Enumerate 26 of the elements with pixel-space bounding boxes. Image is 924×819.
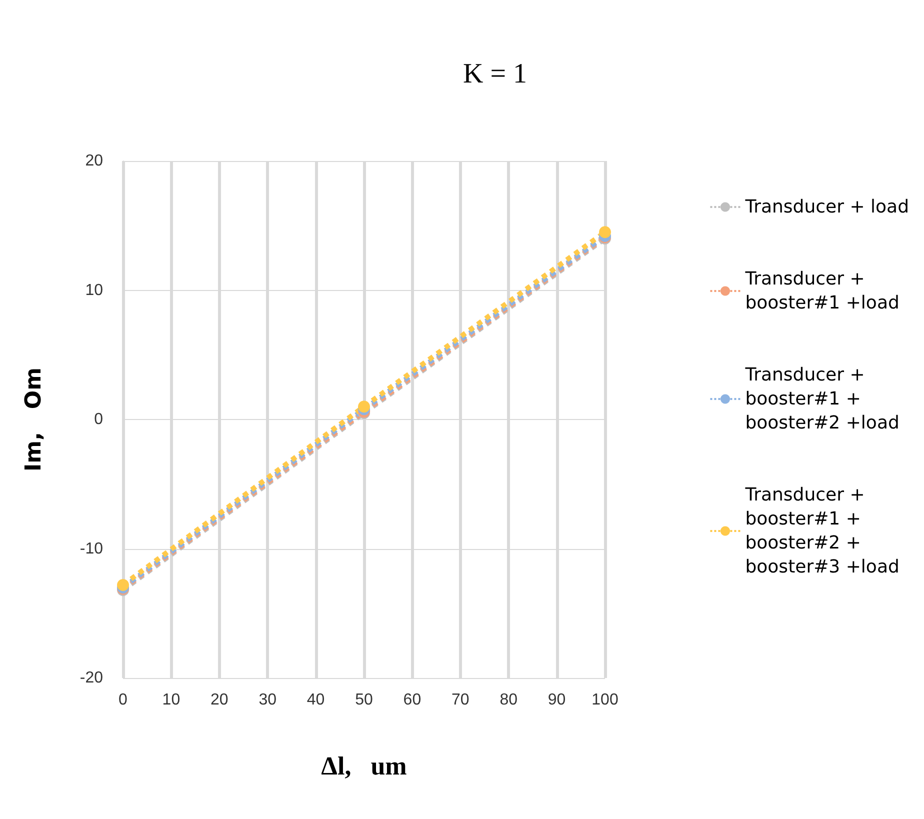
point	[117, 578, 129, 591]
y-tick-label: -10	[80, 540, 104, 558]
y-tick-label: -20	[80, 670, 104, 686]
x-axis-title: Δl, um	[321, 752, 408, 780]
point	[599, 226, 611, 238]
legend-label: Transducer + booster#1 + booster#2 + booster#3 +load	[744, 484, 900, 578]
y-tick-label: 20	[85, 152, 104, 170]
x-tick-label: 0	[118, 692, 128, 708]
chart-title: K = 1	[462, 58, 528, 90]
x-tick-label: 60	[403, 692, 422, 708]
x-tick-label: 40	[306, 692, 325, 708]
legend-label: Transducer + load	[744, 196, 910, 218]
y-tick-label: 10	[85, 282, 104, 299]
x-tick-label: 10	[162, 692, 180, 708]
x-tick-label: 20	[210, 692, 228, 708]
legend-label: Transducer + booster#1 +load	[744, 268, 900, 314]
x-tick-label: 100	[592, 692, 618, 708]
y-axis-title: Im, Om	[22, 367, 46, 472]
y-tick-label: 0	[94, 411, 104, 428]
x-tick-label: 80	[500, 692, 518, 708]
x-tick-label: 50	[355, 692, 373, 708]
x-tick-label: 70	[452, 692, 470, 708]
point	[358, 400, 370, 413]
x-tick-label: 30	[258, 692, 277, 708]
legend-label: Transducer + booster#1 + booster#2 +load	[744, 364, 900, 434]
x-tick-label: 90	[548, 692, 566, 708]
